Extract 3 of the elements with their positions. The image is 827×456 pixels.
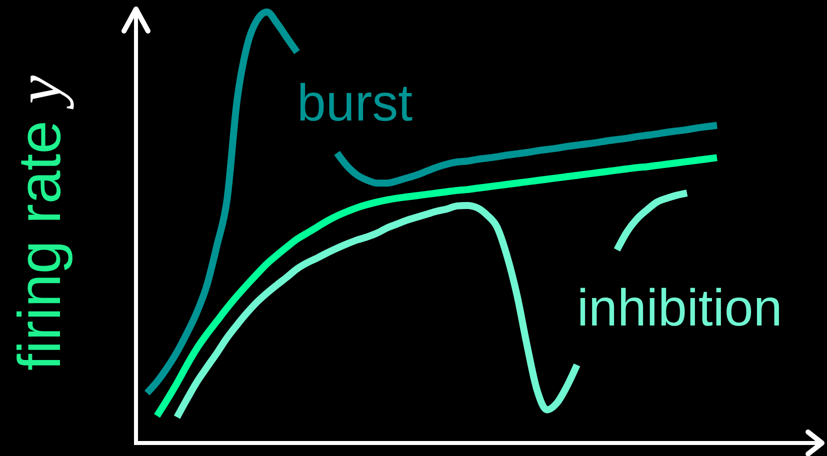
series-label: burst	[297, 74, 414, 133]
series-label: inhibition	[577, 280, 782, 338]
y-axis-title: firing rate y	[3, 74, 74, 371]
